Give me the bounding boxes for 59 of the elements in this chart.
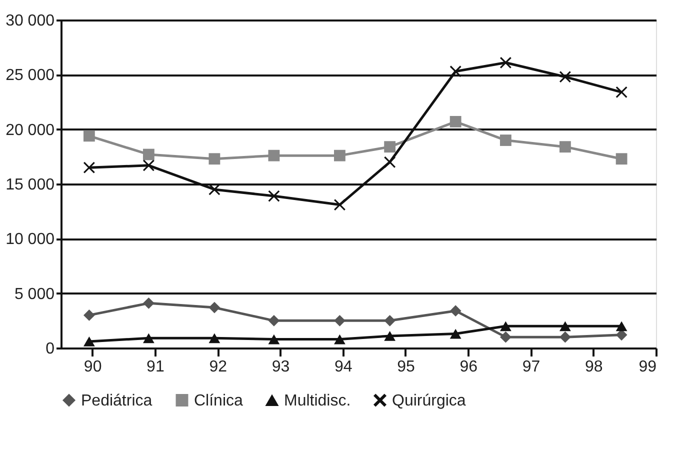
point: [334, 199, 346, 210]
y-tick-label: 5 000: [14, 286, 55, 303]
x-tick-label: 99: [638, 358, 657, 376]
y-tick-label: 10 000: [6, 231, 55, 248]
point: [334, 150, 346, 162]
x-tick-label: 98: [584, 358, 603, 376]
point: [208, 333, 220, 344]
x-tick-label: 90: [84, 358, 102, 376]
point: [208, 302, 220, 314]
point: [450, 116, 462, 128]
point: [83, 310, 95, 321]
y-tick-label: 20 000: [6, 122, 55, 139]
y-tick-label: 25 000: [6, 67, 55, 84]
point: [142, 160, 154, 172]
point: [559, 321, 571, 332]
legend-label: Multidisc.: [284, 392, 351, 410]
point: [500, 331, 512, 343]
x-tick-label: 97: [522, 358, 540, 376]
y-tick-label: 0: [46, 340, 55, 358]
x-tick-label: 96: [460, 358, 478, 376]
point: [616, 153, 628, 165]
point: [83, 130, 95, 142]
x-tick-label: 93: [272, 358, 290, 376]
point: [616, 321, 628, 332]
point: [384, 141, 396, 153]
point: [616, 86, 628, 98]
x-tick-label: 95: [397, 358, 415, 376]
legend-label: Clínica: [194, 392, 244, 410]
legend-label: Quirúrgica: [392, 392, 466, 410]
point: [334, 314, 346, 326]
point: [384, 331, 396, 341]
point: [450, 328, 462, 339]
point: [142, 333, 154, 344]
point: [268, 314, 280, 326]
point: [559, 141, 571, 153]
point: [450, 66, 462, 78]
y-tick-label: 15 000: [6, 176, 55, 194]
legend-label: Pediátrica: [81, 392, 152, 410]
point: [559, 71, 571, 83]
point: [142, 148, 154, 160]
point: [268, 190, 280, 202]
point: [268, 334, 280, 344]
x-tick-label: 91: [146, 358, 164, 376]
point: [268, 150, 280, 162]
point: [500, 134, 512, 146]
point: [83, 336, 95, 346]
point: [142, 297, 154, 309]
point: [334, 334, 346, 344]
x-tick-label: 94: [334, 358, 352, 376]
point: [500, 56, 512, 68]
point: [559, 331, 571, 343]
point: [384, 156, 396, 168]
point: [384, 314, 396, 326]
point: [500, 321, 512, 332]
point: [450, 305, 462, 317]
point: [83, 162, 95, 174]
x-tick-label: 92: [209, 358, 228, 376]
point: [208, 153, 220, 165]
y-tick-label: 30 000: [6, 12, 55, 30]
